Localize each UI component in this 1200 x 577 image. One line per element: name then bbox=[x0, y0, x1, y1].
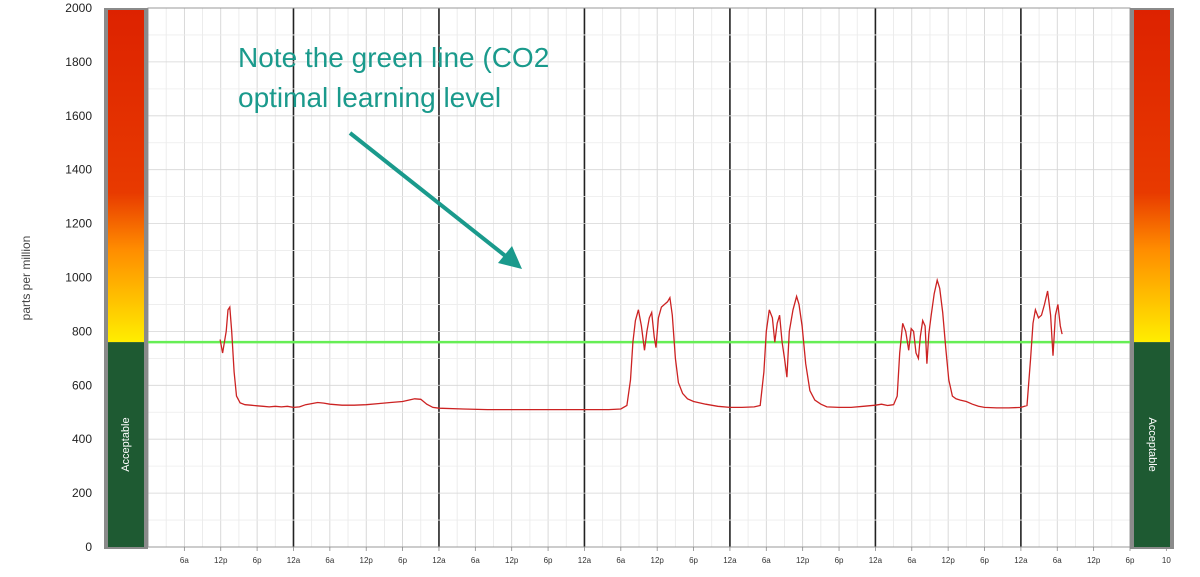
x-tick-label: 12p bbox=[214, 556, 228, 565]
x-tick-label: 6p bbox=[253, 556, 262, 565]
x-tick-label: 12p bbox=[651, 556, 665, 565]
x-tick-label: 6p bbox=[544, 556, 553, 565]
band-acceptable-right bbox=[1134, 342, 1170, 547]
x-tick-label: 6a bbox=[325, 556, 334, 565]
x-tick-label: 12p bbox=[505, 556, 519, 565]
x-tick-label: 6p bbox=[398, 556, 407, 565]
y-tick-label: 1800 bbox=[65, 55, 92, 69]
annotation-arrowhead bbox=[498, 246, 522, 269]
band-acceptable-left bbox=[108, 342, 144, 547]
y-tick-label: 600 bbox=[72, 378, 92, 392]
x-tick-label: 12a bbox=[869, 556, 883, 565]
y-tick-label: 2000 bbox=[65, 1, 92, 15]
x-tick-label: 6a bbox=[762, 556, 771, 565]
x-tick-label: 12a bbox=[723, 556, 737, 565]
x-tick-label: 6a bbox=[471, 556, 480, 565]
x-tick-label: 12a bbox=[432, 556, 446, 565]
x-tick-label: 12p bbox=[1087, 556, 1101, 565]
x-tick-label: 6a bbox=[616, 556, 625, 565]
y-tick-label: 400 bbox=[72, 432, 92, 446]
x-tick-label: 12a bbox=[1014, 556, 1028, 565]
y-tick-label: 0 bbox=[85, 540, 92, 554]
y-tick-label: 1400 bbox=[65, 163, 92, 177]
x-tick-label: 12p bbox=[360, 556, 374, 565]
x-tick-label: 12a bbox=[287, 556, 301, 565]
y-tick-label: 200 bbox=[72, 486, 92, 500]
x-axis: 6a 12p 6p 12a 6a 12p 6p 12a 6a 12p 6p 12a 6a 12p 6p 12a… bbox=[180, 547, 1171, 565]
y-tick-label: 1200 bbox=[65, 217, 92, 231]
x-tick-label: 10 bbox=[1162, 556, 1171, 565]
x-tick-label: 12a bbox=[578, 556, 592, 565]
y-tick-label: 1600 bbox=[65, 109, 92, 123]
annotation: Note the green line (CO2 optimal learnin… bbox=[238, 42, 549, 269]
x-tick-label: 6a bbox=[907, 556, 916, 565]
x-tick-label: 6a bbox=[180, 556, 189, 565]
x-tick-label: 6a bbox=[1053, 556, 1062, 565]
annotation-arrow bbox=[348, 131, 510, 260]
annotation-line-1: Note the green line (CO2 bbox=[238, 42, 549, 73]
band-gradient-left bbox=[108, 10, 144, 343]
x-tick-label: 12p bbox=[796, 556, 810, 565]
scale-bands: Acceptable Acceptable bbox=[104, 8, 1174, 549]
band-gradient-right bbox=[1134, 10, 1170, 343]
x-tick-label: 12p bbox=[941, 556, 955, 565]
y-axis-label: parts per million bbox=[19, 236, 33, 321]
x-tick-label: 6p bbox=[689, 556, 698, 565]
x-tick-label: 6p bbox=[980, 556, 989, 565]
y-tick-label: 800 bbox=[72, 324, 92, 338]
x-tick-label: 6p bbox=[1126, 556, 1135, 565]
band-label-right: Acceptable bbox=[1146, 417, 1158, 471]
x-tick-label: 6p bbox=[835, 556, 844, 565]
band-label-left: Acceptable bbox=[120, 417, 132, 471]
annotation-line-2: optimal learning level bbox=[238, 82, 501, 113]
grid bbox=[147, 7, 1131, 548]
y-axis: 0 200 400 600 800 1000 1200 1400 1600 1800 2000 bbox=[65, 1, 92, 554]
series-line-co2 bbox=[219, 277, 1063, 411]
y-tick-label: 1000 bbox=[65, 271, 92, 285]
